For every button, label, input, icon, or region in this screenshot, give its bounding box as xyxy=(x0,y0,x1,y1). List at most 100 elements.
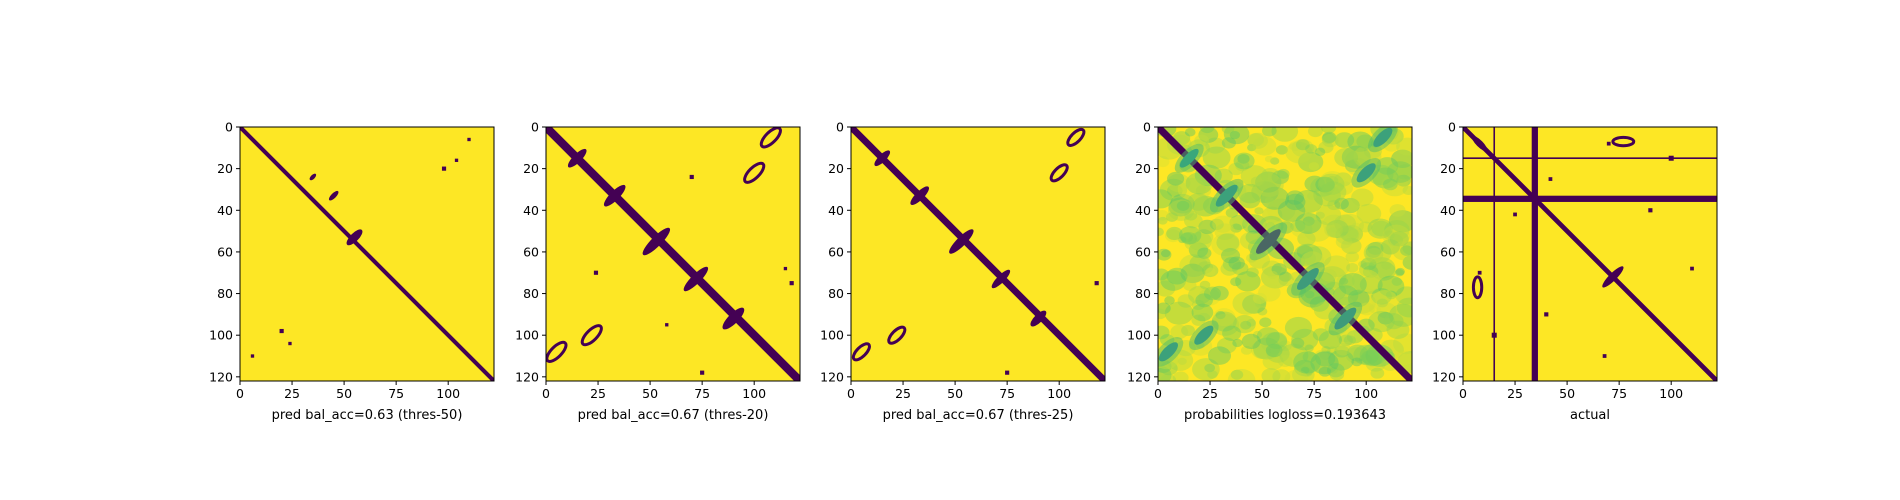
probability-cell xyxy=(1382,224,1411,247)
probability-cell xyxy=(1339,277,1349,285)
probability-cell xyxy=(1158,280,1176,297)
probability-cell xyxy=(1187,193,1210,211)
probability-cell xyxy=(1278,340,1292,352)
probability-cell xyxy=(1178,236,1187,244)
probability-cell xyxy=(1230,277,1242,287)
y-tick-label: 20 xyxy=(1135,161,1151,176)
probability-cell xyxy=(1256,327,1280,346)
probability-cell xyxy=(1242,294,1267,314)
probability-cell xyxy=(1351,222,1361,230)
probability-cell xyxy=(1395,164,1412,180)
probability-cell xyxy=(1261,167,1280,183)
probability-cell xyxy=(1371,261,1396,281)
probability-cell xyxy=(1267,270,1278,280)
probability-cell xyxy=(1363,241,1392,264)
probability-cell xyxy=(1353,344,1379,366)
probability-cell xyxy=(1345,347,1367,364)
probability-cell xyxy=(1368,310,1395,333)
probability-cell xyxy=(1322,255,1351,278)
probability-cell xyxy=(1335,225,1360,245)
probability-cell xyxy=(1191,314,1206,326)
probability-cell xyxy=(1315,211,1325,219)
heatmap-panel-3: 0 25 50 75 100 0 20 40 60 80 100 120 pred bal_acc=0.… xyxy=(820,120,1106,423)
probability-cell xyxy=(1361,349,1383,367)
probability-cell xyxy=(1376,302,1397,319)
probability-cell xyxy=(1255,299,1266,309)
probability-cell xyxy=(1158,189,1173,209)
contact-halo xyxy=(1158,337,1184,367)
probability-cell xyxy=(1344,159,1361,173)
probability-cell xyxy=(1191,299,1205,311)
contact-ring xyxy=(1049,163,1069,183)
probability-cell xyxy=(1321,269,1337,282)
probability-cell xyxy=(1233,315,1256,334)
probability-cell xyxy=(1302,351,1317,363)
probability-cell xyxy=(1237,153,1250,164)
probability-cell xyxy=(1371,290,1399,312)
probability-cell xyxy=(1158,302,1171,315)
probability-cell xyxy=(1304,175,1325,192)
probability-cell xyxy=(1365,247,1384,263)
probability-cell xyxy=(1351,357,1363,367)
probability-cell xyxy=(1167,184,1183,198)
x-axis-label: actual xyxy=(1570,408,1610,423)
probability-cell xyxy=(1251,340,1275,360)
x-tick-label: 75 xyxy=(694,386,710,401)
probability-cell xyxy=(1286,190,1304,205)
probability-cell xyxy=(1241,333,1261,350)
x-tick-label: 100 xyxy=(1659,386,1683,401)
probability-cell xyxy=(1367,242,1384,255)
probability-cell xyxy=(1259,317,1272,328)
y-tick-label: 0 xyxy=(1143,120,1151,135)
contact-pixel xyxy=(1602,354,1607,358)
x-tick-label: 75 xyxy=(388,386,404,401)
y-tick-label: 0 xyxy=(531,120,539,135)
contact-halo xyxy=(1328,301,1363,336)
contact-region xyxy=(683,266,709,292)
heatmap-panel-4: 0 25 50 75 100 0 20 40 60 80 100 120 probabilities l… xyxy=(1127,120,1413,423)
probability-cell xyxy=(1392,240,1412,261)
contact-pixel xyxy=(279,328,284,334)
probability-cell xyxy=(1275,145,1288,155)
probability-cell xyxy=(1297,231,1316,247)
probability-cell xyxy=(1228,162,1244,176)
y-tick-label: 40 xyxy=(828,203,844,218)
contact-pixel xyxy=(1690,266,1694,271)
probability-cell xyxy=(1396,174,1411,187)
probability-cell xyxy=(1265,343,1283,358)
y-tick-label: 100 xyxy=(515,328,539,343)
probability-cell xyxy=(1270,157,1280,165)
probability-cell xyxy=(1264,155,1274,163)
probability-cell xyxy=(1367,218,1393,239)
probability-cell xyxy=(1278,273,1294,287)
axes-frame xyxy=(1157,126,1413,382)
probability-cell xyxy=(1266,344,1290,363)
probability-cell xyxy=(1289,141,1302,151)
probability-cell xyxy=(1334,147,1359,168)
probability-cell xyxy=(1184,127,1196,137)
x-tick-label: 50 xyxy=(642,386,658,401)
probability-cell xyxy=(1203,286,1221,301)
heatmap-panel-2: 0 25 50 75 100 0 20 40 60 80 100 120 pred bal_acc=0.… xyxy=(515,120,801,423)
probability-cell xyxy=(1396,137,1412,156)
probability-cell xyxy=(1365,355,1386,372)
probability-cell xyxy=(1318,171,1347,193)
probability-cell xyxy=(1252,337,1281,360)
probability-cell xyxy=(1220,247,1241,264)
probability-cell xyxy=(1364,275,1383,290)
probability-cell xyxy=(1228,256,1245,270)
probability-cell xyxy=(1191,303,1214,322)
probability-cell xyxy=(1388,210,1412,233)
diagonal-band xyxy=(240,127,494,381)
probability-cell xyxy=(1254,173,1284,197)
probability-cell xyxy=(1336,273,1355,289)
contact-halo xyxy=(1291,262,1325,296)
x-tick-label: 25 xyxy=(284,386,300,401)
probability-cell xyxy=(1358,260,1367,268)
probability-cell xyxy=(1284,316,1313,339)
axes-frame xyxy=(1462,126,1718,382)
x-tick-label: 75 xyxy=(999,386,1015,401)
probability-cell xyxy=(1285,141,1313,164)
probability-cell xyxy=(1262,206,1283,223)
